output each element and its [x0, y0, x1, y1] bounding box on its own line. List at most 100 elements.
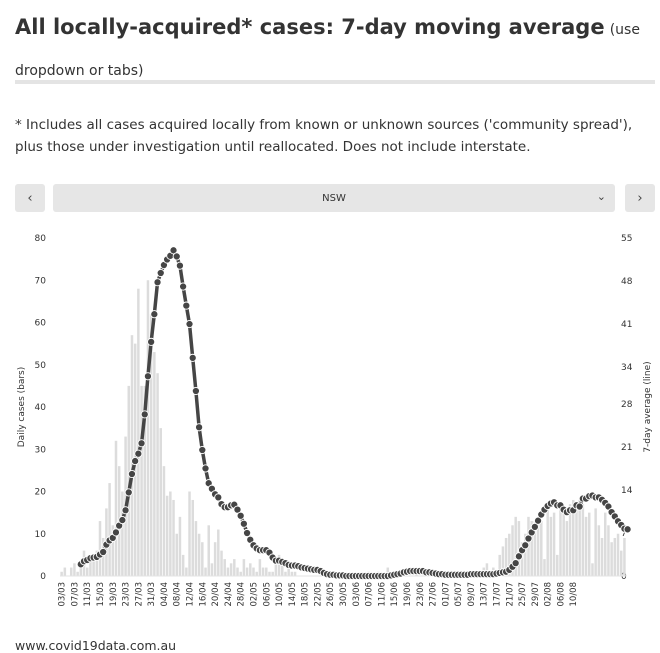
seven-day-average-point [198, 445, 207, 455]
daily-cases-bar [261, 567, 265, 576]
x-tick-label: 15/06 [390, 582, 400, 607]
seven-day-average-point [233, 505, 242, 514]
seven-day-average-point [127, 469, 136, 479]
seven-day-average-point [140, 410, 149, 419]
x-tick-label: 11/03 [83, 582, 93, 607]
daily-cases-bar [556, 554, 559, 577]
daily-cases-bar [233, 559, 236, 576]
chart-title-note: (use dropdown or tabs) [15, 22, 640, 79]
daily-cases-bar [271, 571, 274, 576]
daily-cases-bar [73, 563, 76, 576]
daily-cases-bar [540, 521, 543, 576]
daily-cases-bar [63, 567, 67, 576]
daily-cases-bar [85, 567, 89, 576]
daily-cases-bar [114, 440, 118, 576]
seven-day-average-point [524, 534, 533, 543]
daily-cases-bar [536, 516, 540, 576]
seven-day-average-point [156, 268, 165, 278]
x-tick-label: 08/04 [173, 582, 183, 607]
daily-cases-bar [520, 542, 524, 576]
daily-cases-bar [559, 504, 562, 576]
daily-cases-bar [204, 567, 207, 576]
seven-day-average-point [131, 457, 140, 466]
x-tick-label: 23/06 [416, 582, 426, 607]
x-tick-label: 07/03 [70, 582, 80, 607]
x-tick-label: 21/07 [505, 582, 515, 607]
x-tick-label: 20/04 [211, 582, 221, 607]
x-tick-label: 19/03 [109, 582, 119, 607]
daily-cases-bar [255, 571, 258, 576]
daily-cases-bar [159, 428, 162, 577]
seven-day-average-point [243, 528, 252, 538]
daily-cases-bar [546, 508, 549, 576]
daily-cases-bar [249, 563, 252, 576]
daily-cases-bar [194, 521, 198, 576]
daily-cases-bar [277, 554, 281, 577]
daily-cases-bar [575, 508, 578, 576]
daily-cases-bar [504, 537, 508, 576]
region-select[interactable]: NSW ⌄ [53, 184, 615, 212]
y2-tick-label: 34 [621, 363, 633, 373]
chevron-right-icon: › [637, 190, 643, 206]
y-tick-label: 30 [35, 445, 47, 455]
daily-cases-bar [210, 563, 214, 576]
x-tick-label: 03/03 [58, 582, 68, 607]
y2-axis-label: 7-day average (line) [643, 361, 653, 452]
seven-day-average-point [134, 449, 143, 458]
chevron-left-icon: ‹ [27, 190, 33, 206]
seven-day-average-point [143, 372, 152, 381]
x-tick-label: 29/07 [531, 582, 541, 607]
daily-cases-bar [386, 567, 390, 576]
daily-cases-bar [197, 533, 201, 576]
x-tick-label: 27/03 [134, 582, 144, 607]
seven-day-average-point [137, 439, 146, 448]
y-tick-label: 70 [35, 276, 47, 286]
chart-title-main: All locally-acquired* cases: 7-day movin… [15, 15, 605, 39]
y-tick-label: 50 [35, 361, 47, 371]
daily-cases-bar [508, 533, 511, 576]
x-tick-label: 25/07 [518, 582, 528, 607]
daily-cases-bar [239, 571, 242, 576]
daily-cases-bar [95, 550, 99, 576]
daily-cases-bar [149, 314, 153, 576]
daily-cases-bar [127, 385, 131, 577]
y2-tick-label: 55 [621, 234, 632, 244]
x-tick-label: 02/08 [544, 582, 554, 607]
seven-day-average-point [153, 278, 162, 287]
daily-cases-bar [172, 499, 175, 576]
daily-cases-bar [600, 537, 604, 576]
seven-day-average-point [530, 522, 539, 531]
next-tab-button[interactable]: › [625, 184, 655, 212]
chart-title: All locally-acquired* cases: 7-day movin… [15, 8, 645, 91]
x-tick-label: 23/03 [122, 582, 132, 607]
source-footer: www.covid19data.com.au [15, 638, 177, 653]
x-tick-label: 30/05 [339, 582, 349, 607]
daily-cases-bar [581, 504, 585, 576]
x-tick-label: 14/05 [288, 582, 298, 607]
seven-day-average-point [575, 502, 584, 511]
x-tick-label: 18/05 [301, 582, 311, 607]
seven-day-average-point [188, 353, 197, 362]
daily-cases-bar [175, 533, 178, 576]
daily-cases-bar [604, 512, 607, 577]
daily-cases-bar [588, 512, 591, 577]
daily-cases-bar [511, 525, 514, 576]
x-tick-label: 09/07 [467, 582, 477, 607]
daily-cases-bar [101, 537, 105, 576]
seven-day-average-point [175, 261, 184, 270]
daily-cases-bar [514, 516, 517, 576]
footnote: * Includes all cases acquired locally fr… [15, 117, 633, 155]
x-tick-label: 12/04 [186, 582, 196, 607]
daily-cases-bar [530, 521, 533, 576]
x-tick-label: 16/04 [198, 582, 208, 607]
daily-cases-bar [229, 563, 233, 576]
prev-tab-button[interactable]: ‹ [15, 184, 45, 212]
x-tick-label: 04/04 [160, 582, 170, 607]
daily-cases-bar [242, 559, 246, 576]
daily-cases-bar [156, 373, 159, 576]
daily-cases-bar [143, 385, 147, 577]
region-select-value: NSW [322, 192, 346, 204]
daily-cases-bar [153, 352, 156, 576]
daily-cases-bar [226, 567, 230, 576]
daily-cases-bar [220, 550, 223, 576]
